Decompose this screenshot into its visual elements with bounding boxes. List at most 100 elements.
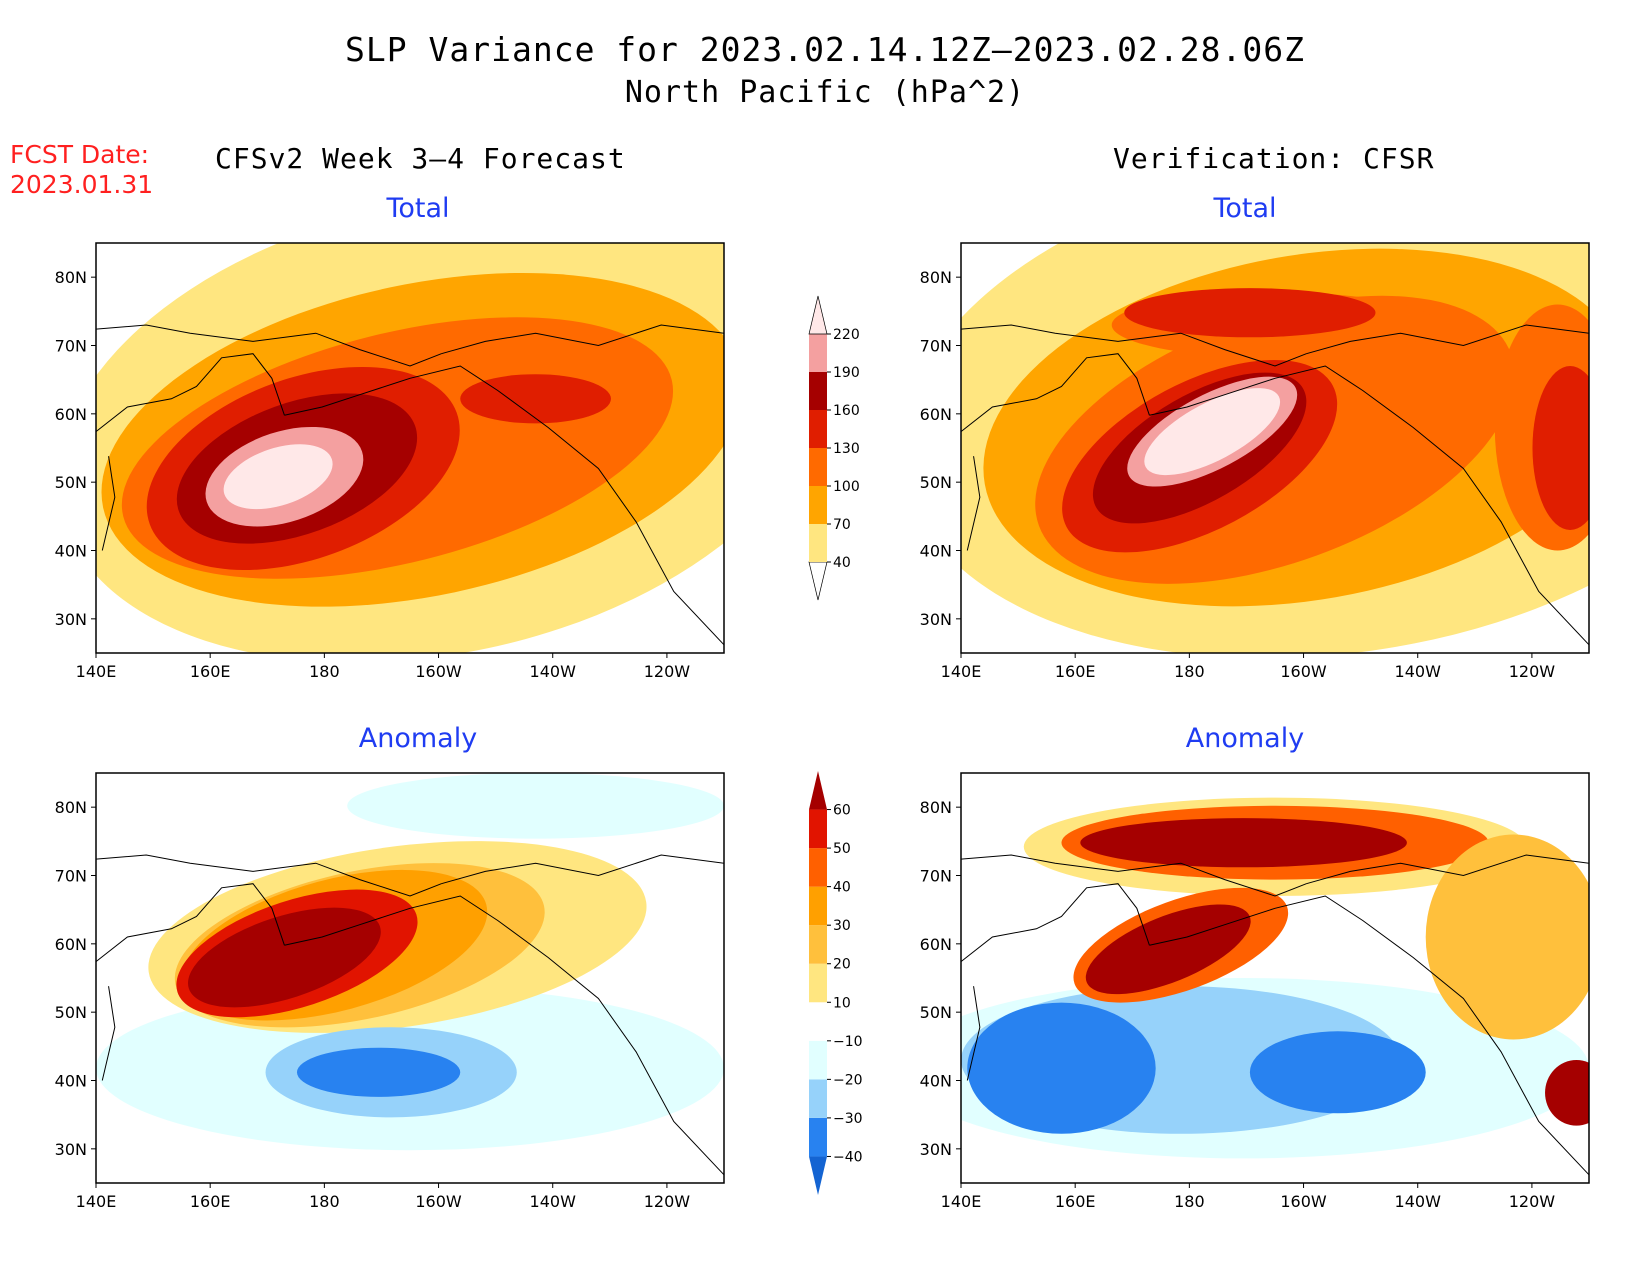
forecast-anomaly-frame [95, 772, 725, 1184]
forecast-column-title: CFSv2 Week 3–4 Forecast [215, 142, 626, 175]
anomaly-colorbar-tick-label: 40 [833, 880, 851, 896]
forecast-total-lon-label: 180 [309, 662, 340, 681]
forecast-total-lon-label: 140W [530, 662, 577, 681]
verification-anomaly-lon-label: 180 [1174, 1192, 1205, 1211]
anomaly-colorbar-segment [809, 848, 827, 887]
forecast-total-lat-label: 80N [55, 268, 87, 287]
verification-total-coastlines [961, 324, 1589, 646]
verification-column-title: Verification: CFSR [1113, 142, 1435, 175]
total-colorbar-tick-label: 100 [833, 479, 860, 495]
total-colorbar-tick-label: 190 [833, 365, 860, 381]
verification-total-lat-label: 40N [920, 542, 952, 561]
anomaly-colorbar-segment [809, 1079, 827, 1118]
anomaly-colorbar-tick-label: −30 [833, 1111, 863, 1127]
forecast-anomaly-lat-label: 60N [55, 935, 87, 954]
total-colorbar-segment [809, 448, 827, 486]
verification-total-coastline-4 [966, 456, 981, 551]
anomaly-colorbar-segment [809, 1002, 827, 1041]
forecast-total-lat-label: 50N [55, 473, 87, 492]
forecast-total-coastline-2 [284, 365, 724, 646]
forecast-anomaly-coastlines [96, 854, 724, 1176]
anomaly-colorbar-segment [809, 925, 827, 964]
forecast-total-coastline-4 [101, 456, 116, 551]
forecast-total-contour-4 [460, 374, 611, 424]
verification-total-map: 30N 40N 50N 60N 70N 80N 140E 160E 180 160W 140W 120… [920, 242, 1590, 681]
verification-anomaly-lon-label: 140E [941, 1192, 982, 1211]
verification-total-lat-label: 70N [920, 337, 952, 356]
forecast-total-coastline-3 [441, 324, 724, 355]
verification-anomaly-map: 30N 40N 50N 60N 70N 80N 140E 160E 180 160W 140W 120… [920, 772, 1590, 1211]
verification-anomaly-lat-label: 40N [920, 1072, 952, 1091]
verification-total-title: Total [1213, 193, 1277, 224]
forecast-total-shading [96, 243, 724, 653]
verification-total-coastline-3 [1306, 324, 1589, 355]
total-colorbar-segment [809, 486, 827, 524]
forecast-total-lon-label: 160W [415, 662, 462, 681]
anomaly-colorbar-tick-label: 10 [833, 995, 851, 1011]
total-colorbar-segment [808, 561, 828, 601]
anomaly-colorbar-tick-label: −20 [833, 1072, 863, 1088]
total-colorbar-tick-label: 160 [833, 403, 860, 419]
verification-anomaly-contour-2 [967, 1002, 1156, 1134]
anomaly-colorbar-tick-label: −10 [833, 1034, 863, 1050]
forecast-total-lon-label: 120W [644, 662, 691, 681]
forecast-total-lat-label: 40N [55, 542, 87, 561]
forecast-anomaly-lon-label: 160W [415, 1192, 462, 1211]
verification-anomaly-contour-3 [1249, 1031, 1426, 1114]
verification-anomaly-contour-6 [1080, 818, 1407, 868]
forecast-anomaly-contour-6 [188, 907, 381, 1008]
forecast-anomaly-coastline-2 [284, 895, 724, 1176]
anomaly-colorbar: −40 −30 −20 −10 10 20 30 40 50 60 [809, 771, 863, 1195]
anomaly-colorbar-tick-label: 50 [833, 841, 851, 857]
total-colorbar-segment [809, 334, 827, 372]
forecast-total-map: 30N 40N 50N 60N 70N 80N 140E 160E 180 160W 140W 120… [55, 242, 725, 681]
verification-total-contour-10 [1144, 388, 1281, 476]
verification-total-lon-label: 140E [941, 662, 982, 681]
forecast-total-coastline-1 [96, 324, 442, 367]
forecast-anomaly-lon-label: 160E [190, 1192, 231, 1211]
total-colorbar-tick-label: 40 [833, 555, 851, 571]
forecast-total-frame [95, 242, 725, 654]
verification-anomaly-contour-8 [1085, 904, 1251, 995]
verification-anomaly-shading [961, 797, 1589, 1159]
verification-anomaly-lat-label: 70N [920, 867, 952, 886]
forecast-total-lat-label: 60N [55, 405, 87, 424]
verification-total-lon-label: 160E [1055, 662, 1096, 681]
anomaly-colorbar-segment [809, 771, 827, 810]
total-colorbar-tick-label: 70 [833, 517, 851, 533]
forecast-anomaly-title: Anomaly [358, 723, 478, 754]
forecast-anomaly-lon-label: 180 [309, 1192, 340, 1211]
verification-anomaly-lat-label: 50N [920, 1003, 952, 1022]
verification-anomaly-title: Anomaly [1185, 723, 1305, 754]
forecast-total-lat-label: 30N [55, 610, 87, 629]
verification-anomaly-frame [960, 772, 1590, 1184]
forecast-date-block: FCST Date: 2023.01.31 [10, 140, 153, 200]
forecast-anomaly-coastline-4 [101, 986, 116, 1081]
forecast-date-label: FCST Date: [10, 140, 150, 169]
anomaly-colorbar-segment [809, 963, 827, 1003]
forecast-anomaly-coastline-0 [96, 883, 285, 962]
verification-total-coastline-0 [961, 353, 1150, 432]
anomaly-colorbar-segment [809, 1117, 827, 1157]
forecast-anomaly-lat-label: 40N [55, 1072, 87, 1091]
verification-total-lat-label: 80N [920, 268, 952, 287]
total-colorbar-segment [809, 524, 827, 562]
total-colorbar-segment [809, 372, 827, 410]
forecast-anomaly-lon-label: 120W [644, 1192, 691, 1211]
verification-total-lon-label: 180 [1174, 662, 1205, 681]
verification-total-lon-label: 120W [1509, 662, 1556, 681]
forecast-anomaly-lat-label: 30N [55, 1140, 87, 1159]
total-colorbar-tick-label: 130 [833, 441, 860, 457]
forecast-total-coastline-0 [96, 353, 285, 432]
forecast-anomaly-map: 30N 40N 50N 60N 70N 80N 140E 160E 180 160W 140W 120… [55, 772, 725, 1211]
forecast-anomaly-contour-1 [347, 773, 724, 839]
verification-anomaly-coastline-0 [961, 883, 1150, 962]
verification-anomaly-lon-label: 160E [1055, 1192, 1096, 1211]
main-subtitle: North Pacific (hPa^2) [624, 75, 1026, 110]
main-title: SLP Variance for 2023.02.14.12Z–2023.02.… [345, 30, 1305, 69]
forecast-total-coastlines [96, 324, 724, 646]
anomaly-colorbar-segment [809, 809, 827, 849]
anomaly-colorbar-segment [809, 1156, 827, 1195]
verification-anomaly-coastlines [961, 854, 1589, 1176]
verification-total-coastline-2 [1149, 365, 1589, 646]
